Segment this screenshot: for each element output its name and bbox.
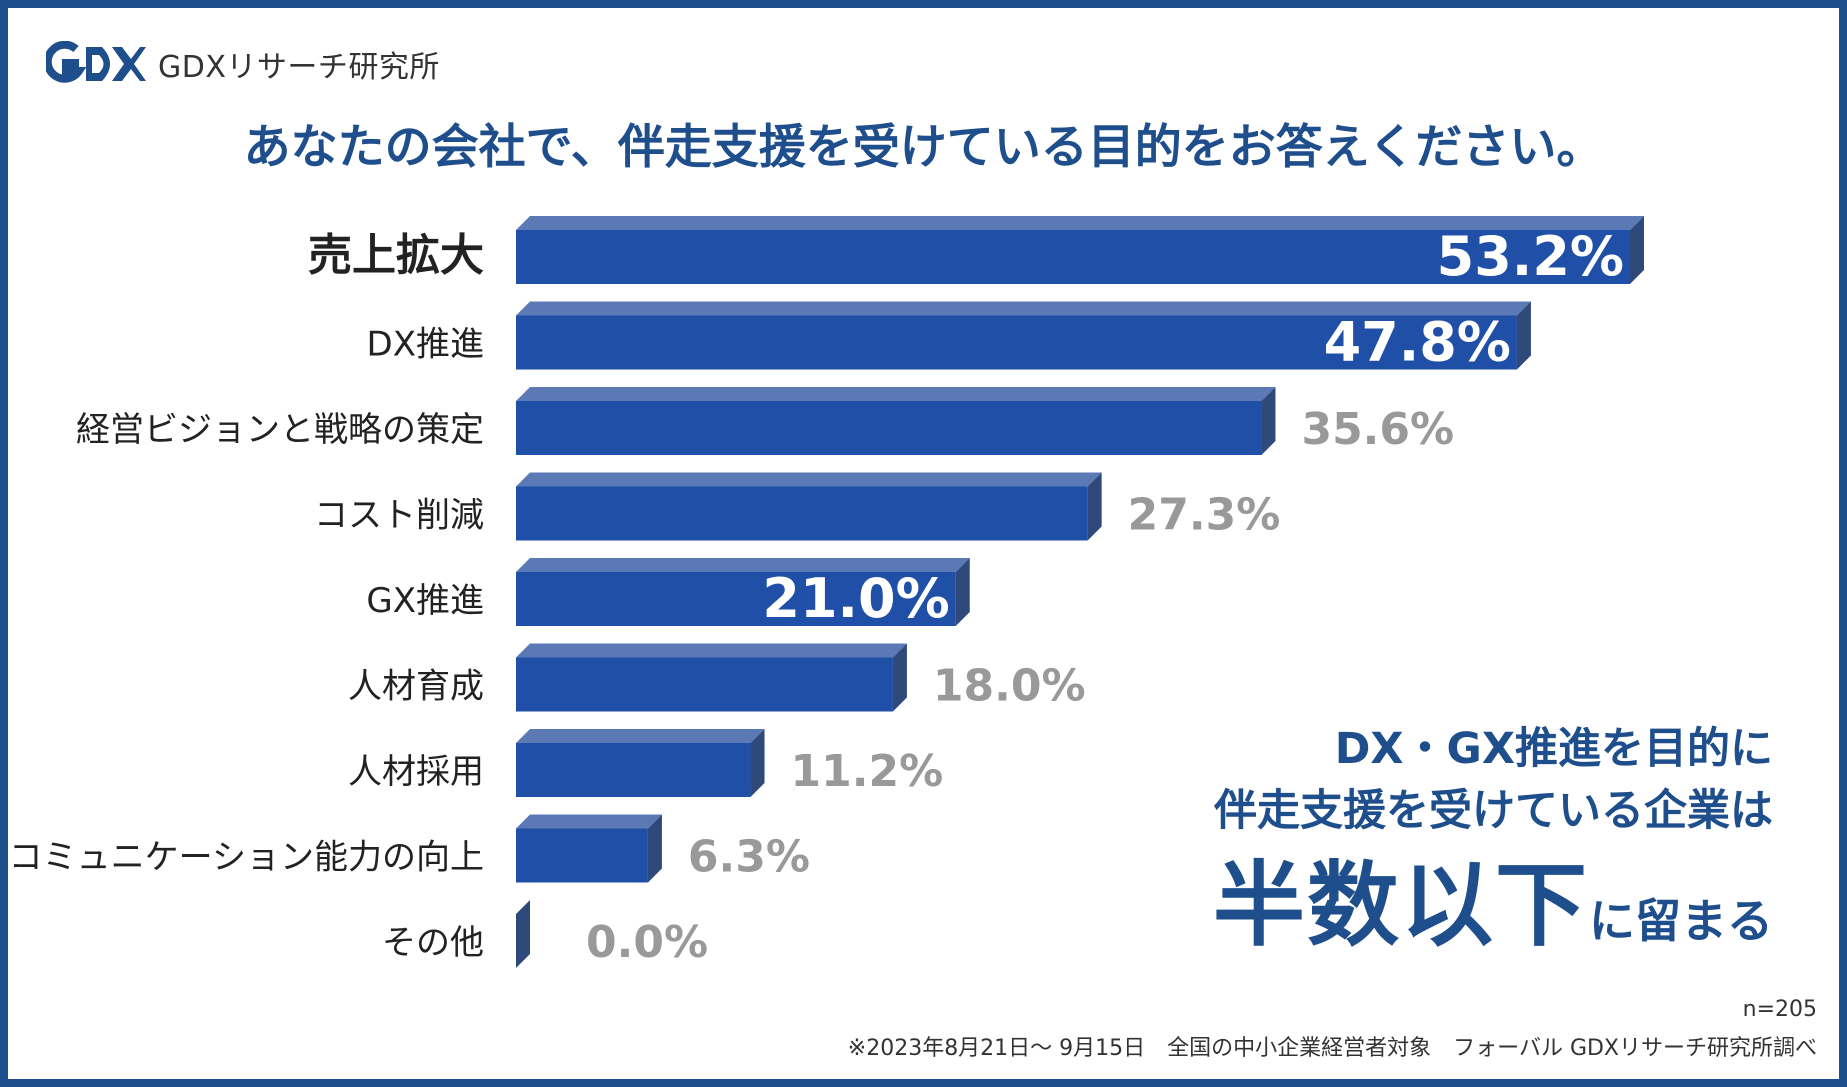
category-label: 人材採用 <box>348 752 484 792</box>
bar <box>516 315 1517 370</box>
value-label: 0.0% <box>586 917 708 968</box>
bar <box>516 828 648 883</box>
value-label: 27.3% <box>1128 490 1281 541</box>
value-label: 53.2% <box>1437 225 1624 288</box>
bar-top-face <box>516 472 1102 487</box>
bar-side-face <box>1261 387 1276 455</box>
page-title: あなたの会社で、伴走支援を受けている目的をお答えください。 <box>243 120 1604 175</box>
value-label: 11.2% <box>791 746 944 797</box>
bar-top-face <box>516 216 1645 230</box>
bar <box>516 230 1631 284</box>
callout-emphasis-row: 半数以下に留まる <box>1213 856 1773 956</box>
value-label: 21.0% <box>762 567 949 630</box>
category-label: コミュニケーション能力の向上 <box>9 838 484 878</box>
bar <box>516 572 956 626</box>
callout: DX・GX推進を目的に 伴走支援を受けている企業は 半数以下に留まる <box>1213 718 1773 956</box>
callout-line-1: DX・GX推進を目的に <box>1334 724 1773 774</box>
bar-side-face <box>1630 216 1645 284</box>
bar-side-face <box>647 814 662 883</box>
brand: GDXリサーチ研究所 <box>46 36 440 92</box>
category-label: GX推進 <box>366 581 484 621</box>
bar-side-face <box>955 558 970 626</box>
category-label: 売上拡大 <box>308 230 484 281</box>
bar <box>516 486 1088 541</box>
brand-name: GDXリサーチ研究所 <box>158 50 440 85</box>
bar-top-face <box>516 729 765 743</box>
bar-top-face <box>516 643 907 658</box>
bar-top-face <box>516 814 662 829</box>
value-label: 47.8% <box>1324 311 1511 374</box>
bar-side-face <box>516 900 530 968</box>
callout-suffix: に留まる <box>1589 894 1773 948</box>
bar-top-face <box>516 558 970 572</box>
category-label: 人材育成 <box>348 667 484 707</box>
category-label: 経営ビジョンと戦略の策定 <box>76 410 484 450</box>
sample-size: n=205 <box>1742 997 1817 1022</box>
callout-line-2: 伴走支援を受けている企業は <box>1214 786 1773 836</box>
gdx-logo-icon <box>46 41 146 83</box>
bar-side-face <box>1087 472 1102 541</box>
bar <box>516 401 1262 455</box>
footnote: ※2023年8月21日～ 9月15日 全国の中小企業経営者対象 フォーバル GD… <box>847 1036 1817 1061</box>
category-label: DX推進 <box>367 325 484 365</box>
value-label: 35.6% <box>1301 404 1454 455</box>
bar-top-face <box>516 387 1276 401</box>
bar-side-face <box>1516 301 1531 370</box>
bar-side-face <box>892 643 907 712</box>
value-label: 6.3% <box>688 832 810 883</box>
callout-emphasis: 半数以下 <box>1212 852 1589 959</box>
bar-side-face <box>750 729 765 797</box>
bar <box>516 657 893 712</box>
bar <box>516 743 751 797</box>
value-label: 18.0% <box>933 661 1086 712</box>
category-label: その他 <box>382 923 484 963</box>
bar-top-face <box>516 301 1531 316</box>
category-label: コスト削減 <box>314 496 484 536</box>
